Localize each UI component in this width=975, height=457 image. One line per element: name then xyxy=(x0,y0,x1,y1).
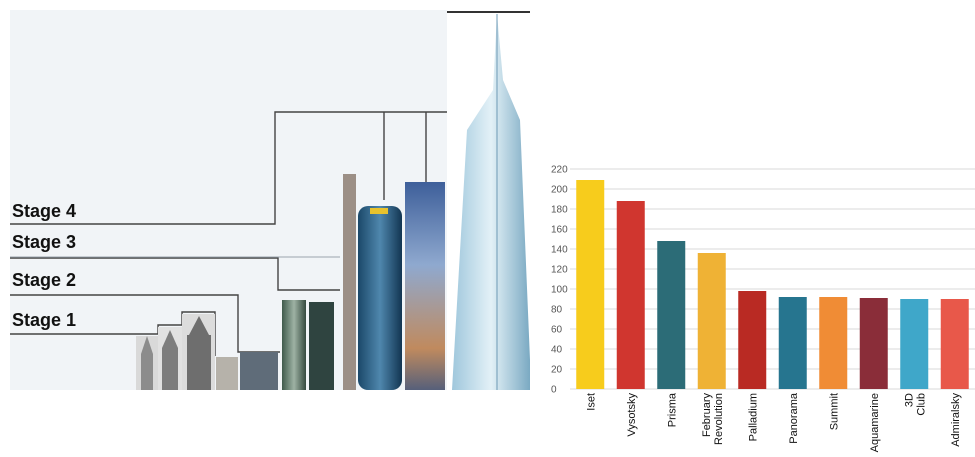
y-tick-label: 100 xyxy=(551,285,568,296)
stage2-tower-b-image xyxy=(309,302,334,390)
round-tower-image xyxy=(358,206,402,390)
bar-7 xyxy=(859,298,888,389)
category-word: Iset xyxy=(585,393,597,411)
bar-6 xyxy=(819,297,848,389)
y-tick-label: 120 xyxy=(551,265,568,276)
church-3-image xyxy=(182,314,215,390)
needle-tower-image xyxy=(343,174,356,390)
x-tick-label: FebruaryRevolution xyxy=(701,393,725,445)
category-label: Summit xyxy=(828,393,840,430)
x-tick-label: Aquamarine xyxy=(869,393,881,452)
y-tick-label: 220 xyxy=(551,165,568,176)
bar-4 xyxy=(738,291,767,389)
x-tick-label: Summit xyxy=(828,393,840,430)
stage-1-label: Stage 1 xyxy=(12,310,76,330)
bar-8 xyxy=(900,299,929,389)
stage-3-line xyxy=(10,257,340,291)
category-word: Panorama xyxy=(788,392,800,444)
stage-2-label: Stage 2 xyxy=(12,270,76,290)
x-tick-label: Prisma xyxy=(666,392,678,427)
x-tick-label: Iset xyxy=(585,393,597,411)
y-tick-label: 160 xyxy=(551,225,568,236)
y-tick-label: 180 xyxy=(551,205,568,216)
category-word: Vysotsky xyxy=(626,393,638,437)
y-tick-label: 0 xyxy=(551,385,557,396)
category-word: Summit xyxy=(828,393,840,430)
y-tick-label: 20 xyxy=(551,365,563,376)
x-tick-label: 3DClub xyxy=(903,393,927,416)
y-tick-label: 140 xyxy=(551,245,568,256)
x-tick-label: Vysotsky xyxy=(626,393,638,437)
y-tick-label: 40 xyxy=(551,345,563,356)
tower-logo xyxy=(370,208,388,214)
low-building-image xyxy=(240,352,278,390)
category-word: Aquamarine xyxy=(869,393,881,452)
x-tick-label: Palladium xyxy=(747,393,759,441)
category-label: Vysotsky xyxy=(626,393,638,437)
category-label: Prisma xyxy=(666,392,678,427)
bar-9 xyxy=(940,299,969,389)
x-tick-label: Panorama xyxy=(788,392,800,444)
category-label: Palladium xyxy=(747,393,759,441)
category-word: Club xyxy=(915,393,927,416)
tallest-tower-image xyxy=(452,14,530,390)
house-image xyxy=(216,357,238,390)
bar-3 xyxy=(697,253,726,389)
twin-tower-image xyxy=(405,182,445,390)
category-word: Revolution xyxy=(713,393,725,445)
stage2-tower-a-image xyxy=(282,300,306,390)
category-word: Prisma xyxy=(666,392,678,427)
x-axis-labels: Iset Vysotsky Prisma FebruaryRevolution Pall… xyxy=(585,392,962,452)
y-tick-label: 60 xyxy=(551,325,563,336)
church-2-image xyxy=(158,327,182,390)
stage-labels: Stage 4 Stage 3 Stage 2 Stage 1 xyxy=(12,201,76,330)
category-label: Iset xyxy=(585,393,597,411)
category-label: Admiralsky xyxy=(950,393,962,447)
y-tick-label: 80 xyxy=(551,305,563,316)
y-tick-label: 200 xyxy=(551,185,568,196)
bar-2 xyxy=(657,241,686,389)
category-label: 3DClub xyxy=(903,393,927,416)
category-word: Palladium xyxy=(747,393,759,441)
y-axis-ticks: 0 20 40 60 80 100 120 140 160 180 200 220 xyxy=(551,165,568,396)
bar-1 xyxy=(616,201,645,389)
category-word: 3D xyxy=(903,393,915,407)
x-tick-label: Admiralsky xyxy=(950,393,962,447)
stage-4-line xyxy=(10,111,447,225)
church-1-image xyxy=(136,336,158,390)
bar-0 xyxy=(576,180,605,389)
buildings xyxy=(136,14,530,390)
chart-bars xyxy=(576,180,969,389)
category-label: FebruaryRevolution xyxy=(701,393,725,445)
category-word: February xyxy=(701,393,713,438)
category-label: Panorama xyxy=(788,392,800,444)
stage-3-label: Stage 3 xyxy=(12,232,76,252)
bar-5 xyxy=(778,297,807,389)
stage-4-label: Stage 4 xyxy=(12,201,76,221)
category-label: Aquamarine xyxy=(869,393,881,452)
category-word: Admiralsky xyxy=(950,393,962,447)
